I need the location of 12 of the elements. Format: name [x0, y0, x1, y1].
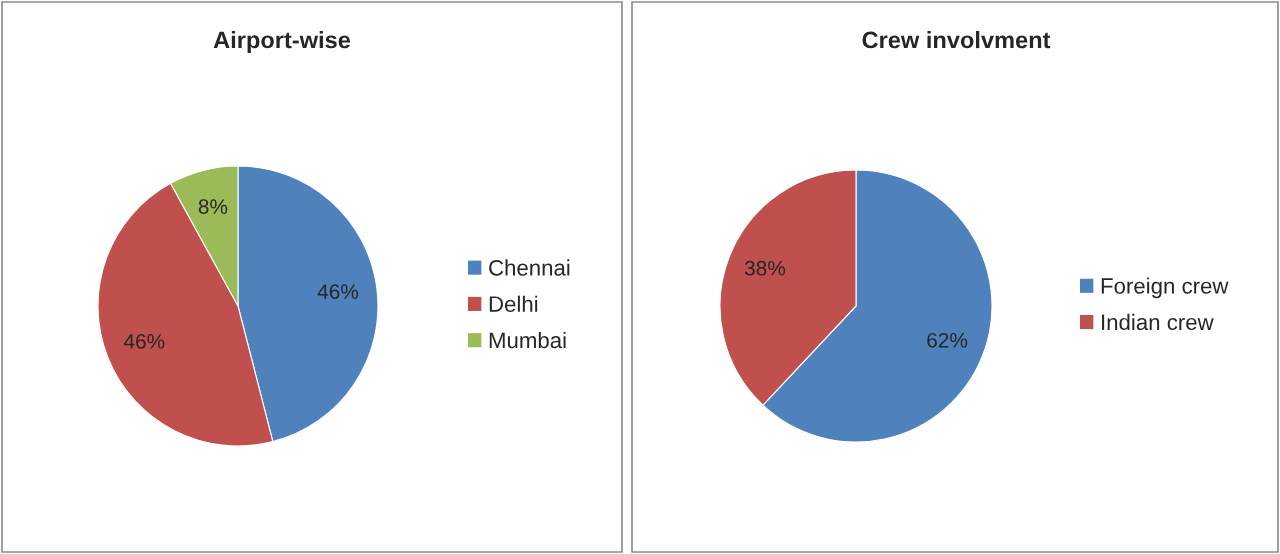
- chart-title: Crew involvment: [862, 31, 1051, 49]
- data-label: 8%: [198, 199, 228, 214]
- data-label: 62%: [927, 332, 968, 348]
- legend-label: Chennai: [489, 259, 570, 276]
- legend-label: Indian crew: [1102, 313, 1214, 331]
- legend-label: Mumbai: [489, 331, 566, 349]
- legend-label: Delhi: [489, 295, 538, 312]
- legend-label: Foreign crew: [1101, 277, 1229, 299]
- chart-title: Airport-wise: [213, 31, 351, 53]
- data-label: 46%: [123, 333, 165, 349]
- data-label: 38%: [744, 260, 786, 276]
- data-label: 46%: [317, 284, 359, 299]
